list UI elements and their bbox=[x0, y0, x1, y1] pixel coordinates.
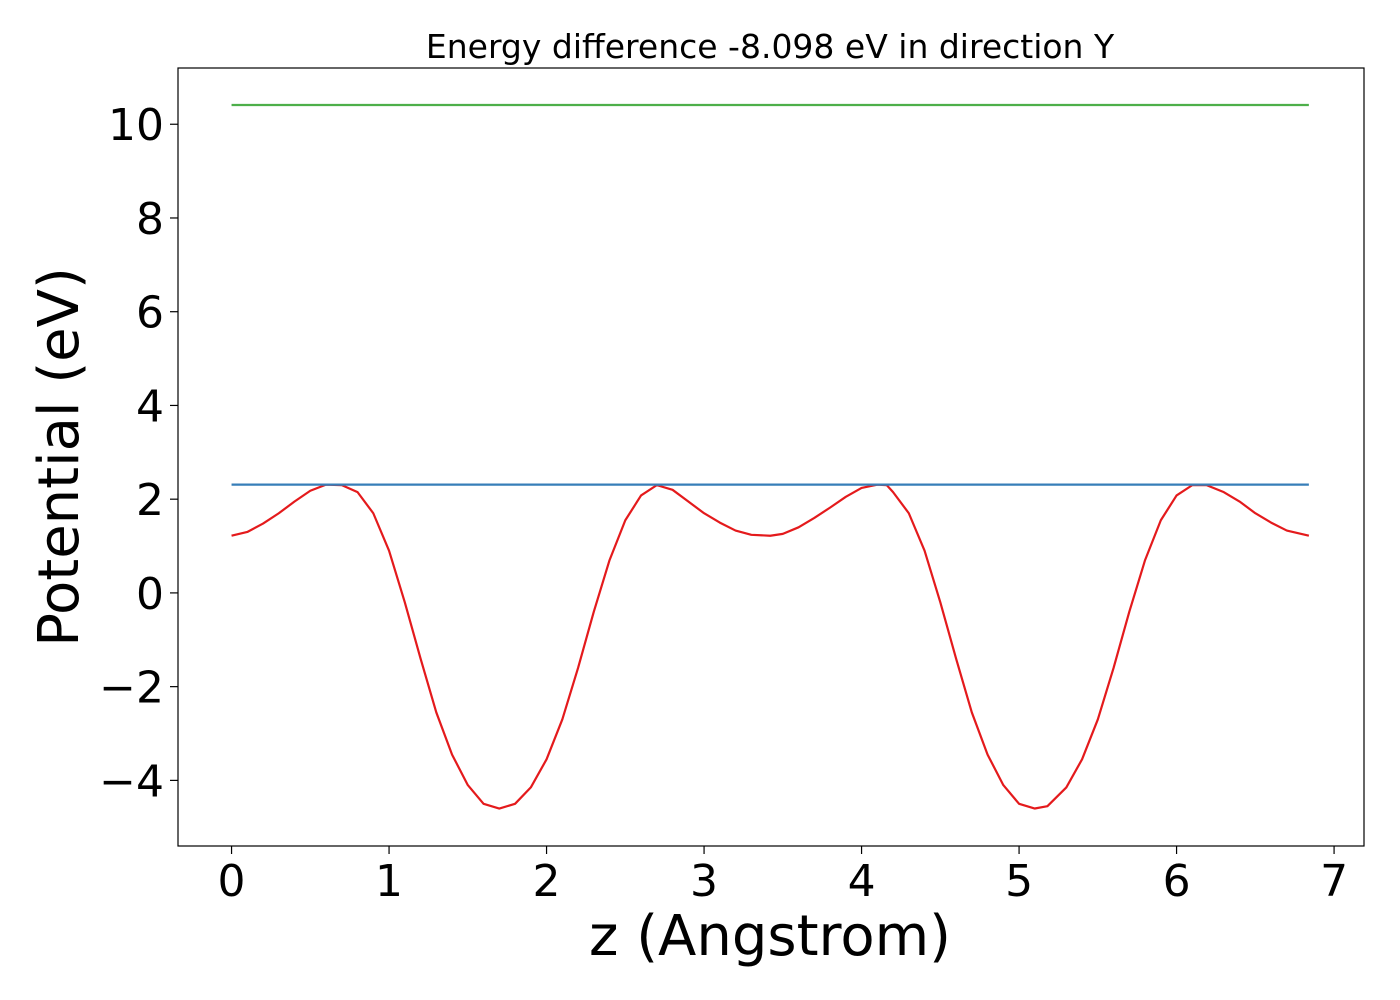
x-tick-label: 3 bbox=[690, 856, 718, 907]
series-layer bbox=[231, 103, 1310, 810]
series-line-0 bbox=[231, 483, 1310, 810]
x-axis-label: z (Angstrom) bbox=[589, 904, 951, 969]
y-axis: −4 −2 0 2 4 6 8 10 bbox=[99, 100, 178, 807]
y-tick-label: 10 bbox=[108, 100, 164, 151]
x-axis: 0 1 2 3 4 5 6 7 bbox=[218, 846, 1348, 907]
y-tick-label: 8 bbox=[136, 194, 164, 245]
plot-frame bbox=[177, 67, 1365, 847]
x-tick-label: 2 bbox=[533, 856, 561, 907]
x-tick-label: 1 bbox=[375, 856, 403, 907]
x-tick-label: 7 bbox=[1320, 856, 1348, 907]
y-tick-label: 0 bbox=[136, 569, 164, 620]
x-tick-label: 6 bbox=[1163, 856, 1191, 907]
x-tick-label: 4 bbox=[848, 856, 876, 907]
y-tick-label: −4 bbox=[99, 756, 164, 807]
y-tick-label: −2 bbox=[99, 663, 164, 714]
chart-title: Energy difference -8.098 eV in direction… bbox=[426, 27, 1115, 66]
y-tick-label: 6 bbox=[136, 288, 164, 339]
y-axis-label: Potential (eV) bbox=[27, 267, 92, 647]
x-tick-label: 0 bbox=[218, 856, 246, 907]
y-tick-label: 4 bbox=[136, 381, 164, 432]
x-tick-label: 5 bbox=[1005, 856, 1033, 907]
y-tick-label: 2 bbox=[136, 475, 164, 526]
